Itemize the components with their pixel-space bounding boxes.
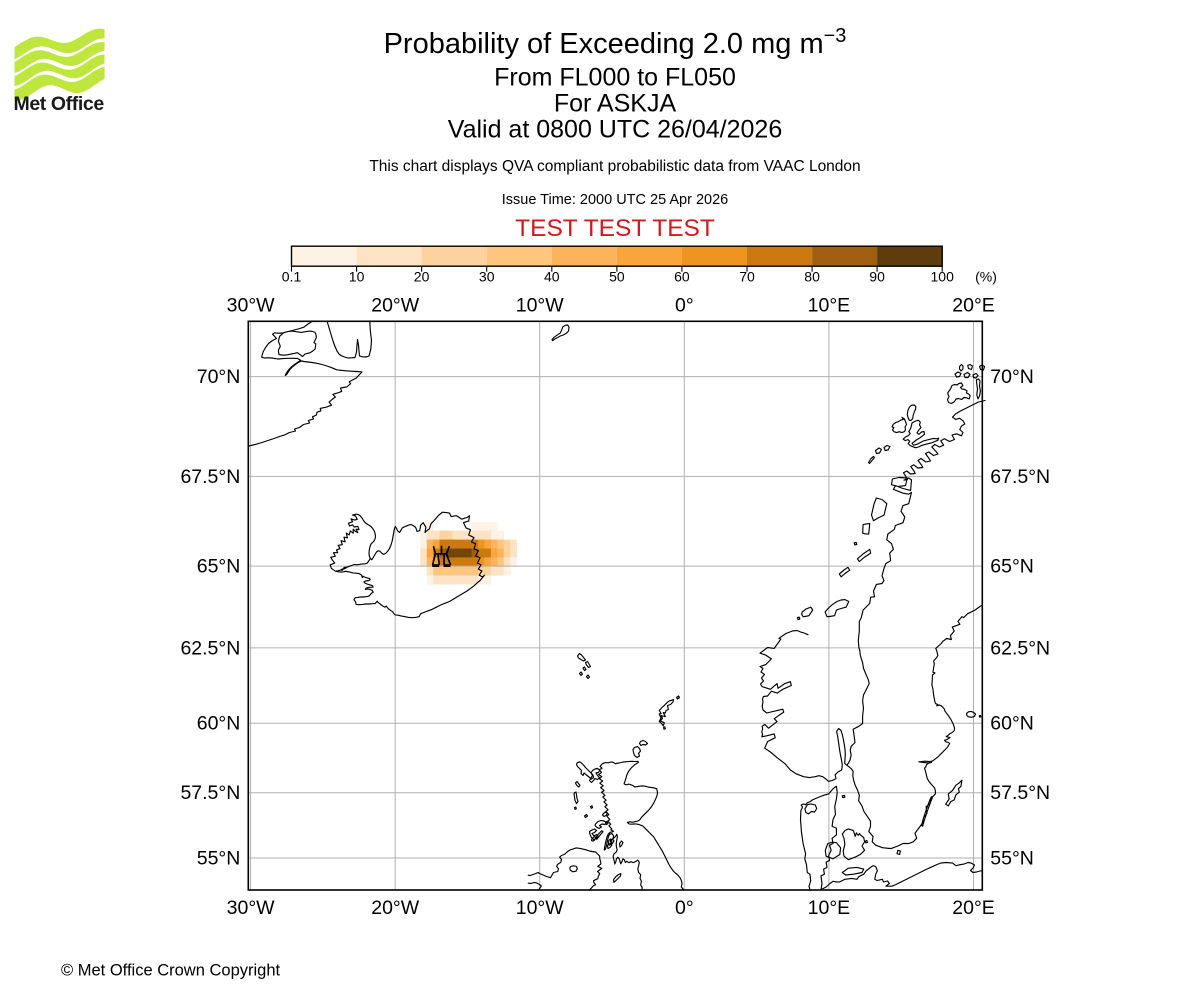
svg-text:© Met Office Crown Copyright: © Met Office Crown Copyright	[61, 962, 281, 980]
svg-text:57.5°N: 57.5°N	[180, 782, 240, 804]
svg-text:62.5°N: 62.5°N	[990, 637, 1050, 659]
svg-text:10°W: 10°W	[516, 897, 564, 919]
svg-text:70°N: 70°N	[990, 366, 1034, 388]
svg-text:Valid at 0800 UTC 26/04/2026: Valid at 0800 UTC 26/04/2026	[448, 116, 783, 144]
svg-text:0°: 0°	[675, 295, 694, 317]
svg-text:10: 10	[349, 269, 365, 285]
svg-text:Probability of Exceeding 2.0 m: Probability of Exceeding 2.0 mg m−3	[384, 25, 847, 60]
svg-text:0°: 0°	[675, 897, 694, 919]
svg-text:Met Office: Met Office	[14, 93, 105, 115]
svg-text:10°W: 10°W	[516, 295, 564, 317]
svg-text:30°W: 30°W	[227, 897, 275, 919]
svg-text:60: 60	[674, 269, 690, 285]
svg-text:10°E: 10°E	[808, 295, 851, 317]
svg-text:90: 90	[869, 269, 885, 285]
svg-text:60°N: 60°N	[197, 713, 241, 735]
svg-text:20°E: 20°E	[952, 295, 995, 317]
svg-text:65°N: 65°N	[990, 556, 1034, 578]
svg-text:30°W: 30°W	[227, 295, 275, 317]
svg-text:57.5°N: 57.5°N	[990, 782, 1050, 804]
svg-text:For ASKJA: For ASKJA	[554, 90, 677, 118]
svg-text:70: 70	[739, 269, 755, 285]
svg-text:10°E: 10°E	[808, 897, 851, 919]
svg-text:50: 50	[609, 269, 625, 285]
svg-text:This chart displays QVA compli: This chart displays QVA compliant probab…	[369, 158, 860, 175]
svg-text:20°W: 20°W	[371, 897, 419, 919]
svg-text:TEST TEST TEST: TEST TEST TEST	[515, 215, 715, 242]
svg-text:Issue Time: 2000 UTC 25 Apr 20: Issue Time: 2000 UTC 25 Apr 2026	[502, 192, 729, 208]
svg-text:62.5°N: 62.5°N	[180, 637, 240, 659]
svg-text:From FL000 to FL050: From FL000 to FL050	[494, 64, 736, 92]
svg-text:80: 80	[804, 269, 820, 285]
svg-text:55°N: 55°N	[990, 848, 1034, 870]
svg-text:20: 20	[414, 269, 430, 285]
svg-text:20°E: 20°E	[952, 897, 995, 919]
svg-text:30: 30	[479, 269, 495, 285]
svg-text:67.5°N: 67.5°N	[180, 466, 240, 488]
svg-text:(%): (%)	[975, 269, 997, 285]
svg-text:0.1: 0.1	[282, 269, 302, 285]
svg-text:70°N: 70°N	[197, 366, 241, 388]
svg-text:65°N: 65°N	[197, 556, 241, 578]
svg-text:67.5°N: 67.5°N	[990, 466, 1050, 488]
svg-text:60°N: 60°N	[990, 713, 1034, 735]
svg-text:55°N: 55°N	[197, 848, 241, 870]
svg-text:100: 100	[931, 269, 955, 285]
svg-text:20°W: 20°W	[371, 295, 419, 317]
svg-text:40: 40	[544, 269, 560, 285]
